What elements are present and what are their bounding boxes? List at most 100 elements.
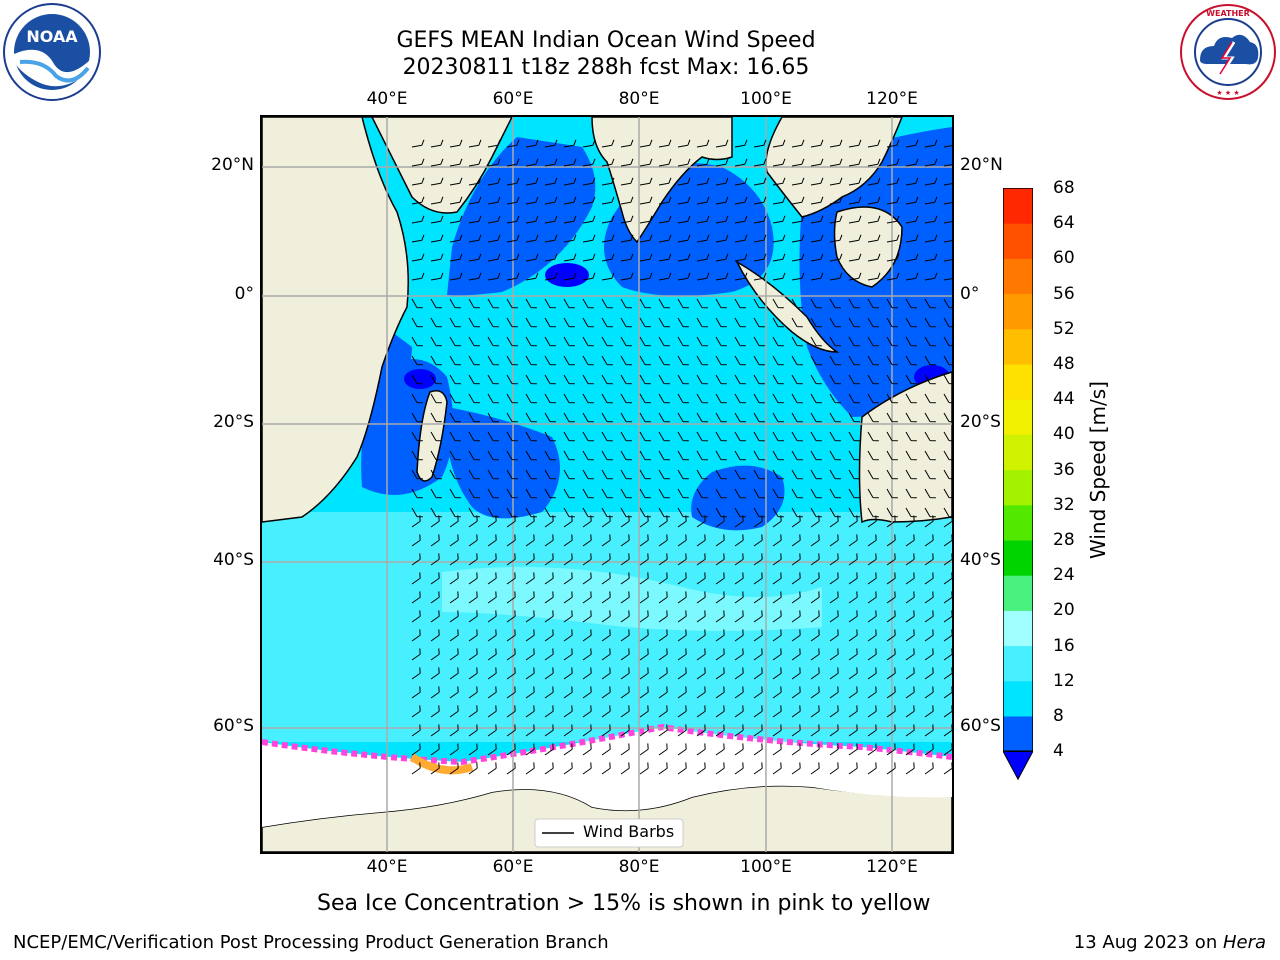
wind-barb	[810, 158, 824, 167]
noaa-logo-text: NOAA	[26, 27, 78, 46]
wind-barb	[601, 412, 613, 423]
svg-text:★ ★ ★: ★ ★ ★	[1216, 89, 1239, 97]
wind-barb	[848, 215, 862, 224]
colorbar-tick-label: 64	[1053, 213, 1075, 234]
wind-barb	[829, 196, 843, 205]
wind-barb	[601, 215, 615, 224]
wind-barb	[639, 629, 649, 642]
sea-ice-edge	[262, 723, 952, 766]
wind-barb	[829, 743, 839, 756]
wind-barb	[468, 591, 478, 604]
lon-label-top: 120°E	[866, 89, 918, 109]
colorbar-tick-label: 32	[1053, 494, 1075, 515]
wind-barb	[525, 412, 537, 423]
wind-barb	[525, 724, 535, 737]
wind-barb	[715, 648, 725, 661]
wind-barb	[924, 667, 934, 680]
wind-speed-map	[260, 115, 954, 854]
wind-barb	[829, 177, 843, 186]
wind-barb	[639, 534, 649, 547]
chart-title: GEFS MEAN Indian Ocean Wind Speed	[396, 28, 816, 53]
wind-barb	[411, 234, 425, 243]
wind-barb	[924, 762, 934, 775]
wind-barb	[601, 591, 611, 604]
lat-label-left: 0°	[234, 284, 254, 304]
wind-barb	[563, 610, 573, 623]
wind-barb	[848, 515, 858, 528]
wind-barb	[620, 298, 632, 309]
colorbar-segment	[1003, 469, 1033, 506]
wind-barb	[620, 591, 630, 604]
wind-barb	[810, 469, 822, 480]
wind-barb	[677, 355, 689, 366]
wind-barb	[696, 534, 706, 547]
wind-barb	[715, 272, 729, 281]
wind-barb	[639, 667, 649, 680]
wind-barb	[563, 272, 577, 281]
wind-barb	[506, 469, 518, 480]
wind-barb	[563, 686, 573, 699]
wind-barb	[696, 469, 708, 480]
wind-barb	[411, 355, 423, 366]
wind-barb	[791, 431, 803, 442]
wind-barb	[791, 374, 803, 385]
wind-barb	[867, 469, 879, 480]
wind-barb	[886, 139, 900, 148]
wind-barb	[810, 431, 822, 442]
wind-barb	[715, 196, 729, 205]
wind-barb	[525, 686, 535, 699]
wind-barb	[886, 177, 900, 186]
sea-ice	[262, 727, 952, 827]
wind-barb	[411, 743, 421, 756]
wind-barb	[772, 196, 786, 205]
wind-barb	[620, 686, 630, 699]
wind-barb	[658, 488, 670, 499]
southern-wind-belt	[262, 512, 952, 742]
wind-barb	[848, 450, 860, 461]
wind-barb	[753, 553, 763, 566]
wind-barb	[791, 553, 801, 566]
wind-barb	[411, 686, 421, 699]
wind-barb	[734, 298, 746, 309]
wind-barb	[411, 515, 421, 528]
wind-barb	[772, 515, 782, 528]
wind-barb	[658, 629, 668, 642]
wind-barb	[468, 412, 480, 423]
wind-barb	[430, 762, 440, 775]
colorbar-segment	[1003, 575, 1033, 611]
wind-barb	[639, 336, 651, 347]
wind-barb	[715, 215, 729, 224]
wind-barb	[468, 686, 478, 699]
wind-barb	[772, 610, 782, 623]
wind-barb	[449, 667, 459, 680]
wind-barb	[848, 412, 860, 423]
wind-barb	[411, 572, 421, 585]
wind-barb	[658, 469, 670, 480]
colorbar-tick-label: 4	[1053, 741, 1064, 762]
wind-barb	[658, 431, 670, 442]
wind-barb	[430, 374, 442, 385]
wind-barb	[658, 610, 668, 623]
wind-barb	[753, 317, 765, 328]
wind-barb	[449, 253, 463, 262]
wind-barb	[544, 469, 556, 480]
wind-barb	[430, 534, 440, 547]
wind-barb	[905, 572, 915, 585]
wind-barb	[639, 610, 649, 623]
wind-barb	[563, 196, 577, 205]
wind-barb	[905, 667, 915, 680]
wind-barb	[848, 705, 858, 718]
wind-barb	[886, 591, 896, 604]
wind-barb	[848, 469, 860, 480]
wind-barb	[468, 139, 482, 148]
wind-barb	[753, 215, 767, 224]
wind-barb	[449, 196, 463, 205]
wind-barb	[715, 724, 725, 737]
wind-barb	[487, 215, 501, 224]
wind-barb	[506, 488, 518, 499]
wind-barb	[430, 610, 440, 623]
wind-barb	[791, 196, 805, 205]
wind-barb	[563, 515, 573, 528]
wind-barb	[772, 215, 786, 224]
wind-barb	[487, 553, 497, 566]
